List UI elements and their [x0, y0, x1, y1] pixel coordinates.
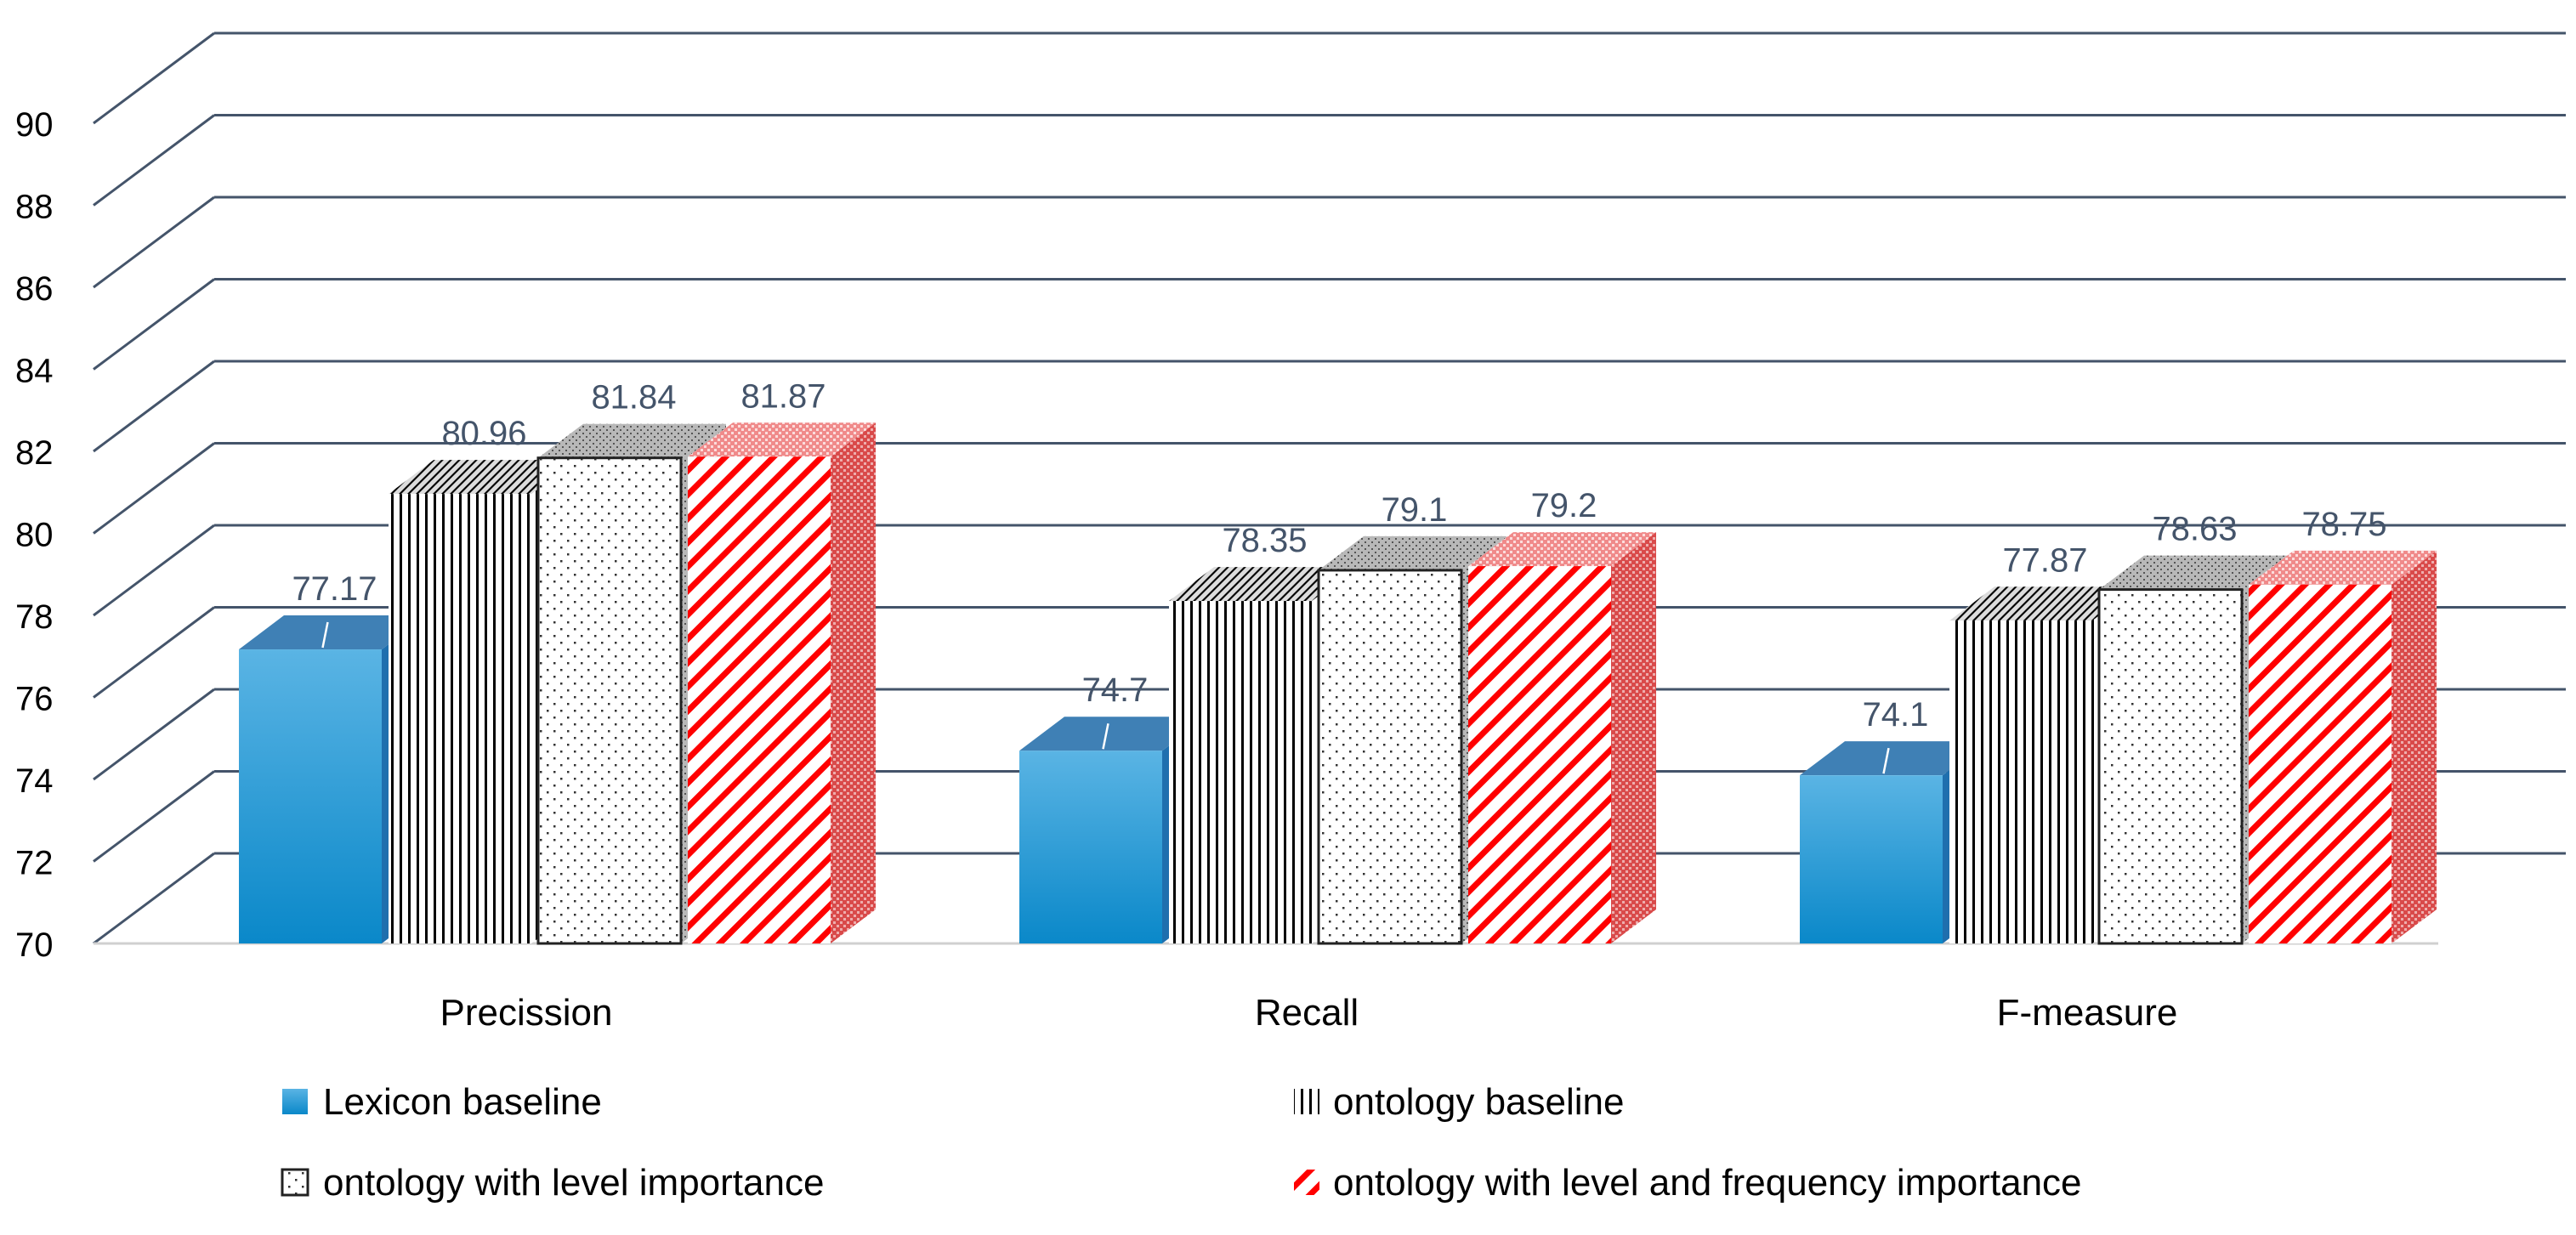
bar-front-face — [1949, 620, 2092, 943]
legend-label-ontology-level-importance: ontology with level importance — [323, 1162, 824, 1204]
bar-front-face — [1800, 775, 1943, 943]
y-tick-label: 72 — [15, 845, 54, 882]
bar-top-face — [1019, 717, 1207, 751]
legend-label-lexicon-baseline: Lexicon baseline — [323, 1081, 602, 1123]
y-tick-label: 86 — [15, 270, 54, 308]
data-label: 78.35 — [1222, 522, 1307, 559]
y-tick-label: 84 — [15, 353, 54, 390]
bar-recall-3 — [1468, 532, 1656, 943]
bar-top-face — [538, 423, 726, 458]
bar-top-face — [1949, 586, 2137, 621]
legend-item-ontology-baseline: ontology baseline — [1294, 1081, 1624, 1123]
bar-front-face — [389, 494, 531, 943]
x-axis-categories: Precission Recall F-measure — [440, 992, 2178, 1034]
bar-front-face — [1468, 566, 1611, 943]
legend: Lexicon baseline ontology baseline ontol… — [281, 1081, 2082, 1204]
gridline-diagonal-90 — [93, 31, 215, 125]
legend-swatch-lexicon-baseline — [282, 1089, 308, 1114]
bar-precission-3 — [688, 422, 876, 944]
data-label: 81.84 — [591, 379, 676, 416]
bar-front-face — [239, 649, 382, 943]
gridline-diagonal-72 — [93, 770, 215, 863]
y-tick-label: 78 — [15, 598, 54, 636]
x-category-label: Recall — [1255, 992, 1359, 1034]
bar-front-face — [1169, 601, 1312, 943]
gridline-diagonal-82 — [93, 360, 215, 453]
data-label: 77.87 — [2002, 541, 2087, 579]
bar-top-face — [1169, 567, 1357, 602]
data-labels: 77.17 80.96 81.84 81.87 74.7 78.35 79.1 79.2 74.… — [292, 377, 2387, 774]
data-label: 77.17 — [292, 570, 377, 608]
y-tick-label: 80 — [15, 517, 54, 554]
data-label-leader — [1882, 747, 1890, 774]
bar-top-face — [389, 460, 576, 495]
legend-swatch-ontology-level-importance — [281, 1168, 309, 1197]
data-label: 78.75 — [2301, 506, 2386, 543]
bars — [239, 422, 2437, 945]
y-tick-label: 88 — [15, 189, 54, 226]
y-tick-label: 74 — [15, 762, 54, 800]
bar-front-face — [2249, 584, 2392, 943]
bar-top-face — [2099, 555, 2287, 590]
bar-f-measure-3 — [2249, 550, 2437, 943]
gridline-diagonal-84 — [93, 278, 215, 371]
legend-label-ontology-baseline: ontology baseline — [1333, 1081, 1624, 1123]
bar-top-face — [2249, 550, 2437, 585]
bar-top-face — [239, 615, 427, 650]
y-axis-ticks: 70 72 74 76 78 80 82 84 86 88 90 — [15, 106, 54, 964]
bar-top-face — [1319, 535, 1506, 570]
data-label: 79.1 — [1382, 491, 1448, 529]
legend-item-lexicon-baseline: Lexicon baseline — [282, 1081, 602, 1123]
x-category-label: F-measure — [1997, 992, 2178, 1034]
gridline-diagonal-74 — [93, 688, 215, 781]
data-label-leader — [1102, 722, 1109, 750]
legend-label-ontology-level-frequency-importance: ontology with level and frequency import… — [1333, 1162, 2082, 1204]
data-label-leader — [321, 621, 329, 649]
gridline-diagonal-78 — [93, 524, 215, 617]
bar-top-face — [688, 422, 876, 457]
bar-top-face — [1800, 741, 1988, 776]
gridline-diagonal-88 — [93, 114, 215, 207]
bar-front-face — [536, 456, 683, 945]
x-category-label: Precission — [440, 992, 613, 1034]
gridline-diagonal-70 — [93, 852, 215, 945]
bar-side-face — [2392, 550, 2437, 943]
gridline-diagonal-86 — [93, 195, 215, 289]
data-label: 80.96 — [441, 415, 526, 452]
y-tick-label: 76 — [15, 681, 54, 718]
data-label: 74.7 — [1082, 671, 1149, 709]
y-tick-label: 70 — [15, 926, 54, 964]
y-tick-label: 90 — [15, 106, 54, 144]
bar-side-face — [831, 422, 876, 944]
bar-side-face — [1611, 532, 1656, 943]
bar-front-face — [1317, 569, 1463, 945]
legend-item-ontology-level-importance: ontology with level importance — [281, 1162, 824, 1204]
bar-front-face — [1019, 751, 1162, 943]
bar-front-face — [2097, 588, 2244, 945]
data-label: 74.1 — [1863, 696, 1929, 734]
bar-front-face — [688, 456, 831, 943]
data-label: 79.2 — [1531, 487, 1597, 524]
data-label: 78.63 — [2152, 511, 2237, 548]
y-tick-label: 82 — [15, 434, 54, 472]
data-label: 81.87 — [740, 377, 826, 415]
legend-swatch-ontology-baseline — [1294, 1089, 1319, 1114]
legend-item-ontology-level-frequency-importance: ontology with level and frequency import… — [1294, 1162, 2082, 1204]
legend-swatch-ontology-level-frequency-importance — [1294, 1170, 1319, 1195]
bar-top-face — [1468, 532, 1656, 567]
gridline-diagonal-76 — [93, 606, 215, 699]
gridline-diagonal-80 — [93, 442, 215, 535]
